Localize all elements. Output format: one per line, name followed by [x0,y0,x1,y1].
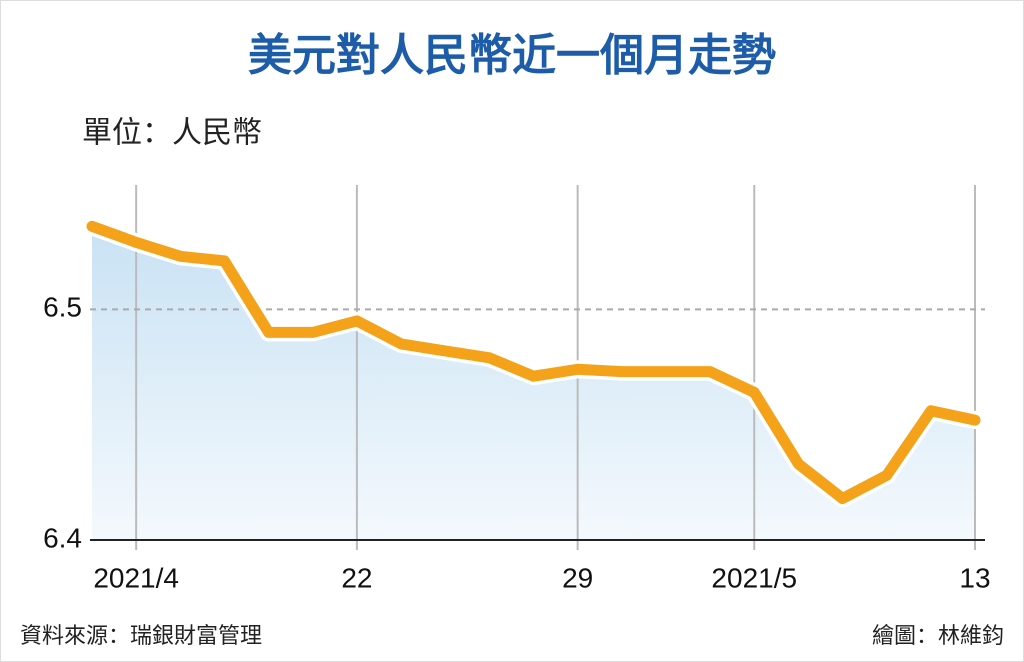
x-tick-label: 29 [562,562,593,593]
credit: 繪圖：林維鈞 [872,624,1004,649]
y-tick-label: 6.5 [43,292,82,323]
unit-label: 單位：人民幣 [82,116,262,151]
x-tick-label: 22 [341,562,372,593]
line [86,220,981,504]
chart-title: 美元對人民幣近一個月走勢 [248,30,776,81]
x-tick-label: 2021/4 [93,562,179,593]
source: 資料來源：瑞銀財富管理 [20,624,262,649]
x-tick-label: 2021/5 [711,562,797,593]
x-tick-label: 13 [959,562,990,593]
y-tick-label: 6.4 [43,522,82,553]
